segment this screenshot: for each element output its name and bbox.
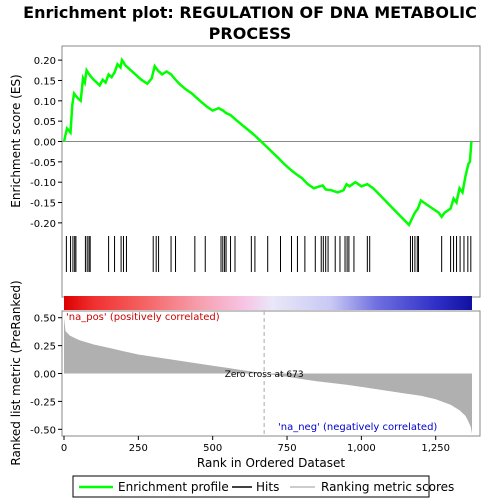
ranked-metric-panel: 0.50 0.25 0.00 -0.25 -0.50 'na_pos' (positiv… (9, 280, 481, 466)
top-y-tick-label: 0.00 (34, 138, 56, 149)
bottom-y-tick-label: -0.25 (30, 397, 56, 408)
heatbar-rect (64, 296, 472, 310)
top-y-tick-label: 0.20 (34, 56, 56, 67)
bottom-y-tick-label: 0.50 (34, 314, 56, 325)
legend-label-hits: Hits (256, 480, 279, 494)
bottom-y-axis: 0.50 0.25 0.00 -0.25 -0.50 (30, 314, 62, 436)
x-tick-label: 250 (129, 443, 148, 454)
top-y-axis: 0.20 0.15 0.10 0.05 0.00 -0.05 -0.10 -0.15 -0.20 (30, 56, 62, 230)
top-y-tick-label: 0.10 (34, 97, 56, 108)
zero-cross-label: Zero cross at 673 (225, 370, 304, 380)
legend-label-enrichment: Enrichment profile (118, 480, 229, 494)
bottom-y-axis-label: Ranked list metric (PreRanked) (9, 280, 23, 465)
na-pos-label: 'na_pos' (positively correlated) (66, 312, 220, 323)
hit-marks (65, 236, 472, 272)
x-tick-label: 0 (61, 443, 67, 454)
x-axis: 0 250 500 750 1,000 1,250 (61, 436, 450, 454)
legend: Enrichment profile Hits Ranking metric s… (72, 475, 454, 498)
top-y-tick-label: -0.05 (30, 158, 56, 169)
top-y-tick-label: -0.10 (30, 178, 56, 189)
bottom-y-tick-label: 0.25 (34, 342, 56, 353)
enrichment-profile-line (62, 57, 473, 228)
top-y-tick-label: 0.05 (34, 117, 56, 128)
x-tick-label: 500 (203, 443, 222, 454)
na-neg-label: 'na_neg' (negatively correlated) (278, 422, 437, 433)
legend-label-ranking: Ranking metric scores (321, 480, 454, 494)
top-y-axis-label: Enrichment score (ES) (9, 74, 23, 207)
rank-color-bar (64, 296, 472, 310)
top-y-tick-label: -0.20 (30, 219, 56, 230)
bottom-y-tick-label: -0.50 (30, 425, 56, 436)
enrichment-panel: 0.20 0.15 0.10 0.05 0.00 -0.05 -0.10 -0.15 -0.20… (9, 45, 481, 310)
top-y-tick-label: 0.15 (34, 76, 56, 87)
chart-title-line1: Enrichment plot: REGULATION OF DNA METAB… (23, 3, 477, 22)
x-tick-label: 1,000 (347, 443, 376, 454)
bottom-y-tick-label: 0.00 (34, 370, 56, 381)
x-axis-label: Rank in Ordered Dataset (197, 456, 345, 470)
ranking-metric-area (64, 317, 472, 434)
x-tick-label: 750 (277, 443, 296, 454)
top-y-tick-label: -0.15 (30, 199, 56, 210)
x-tick-label: 1,250 (421, 443, 450, 454)
chart-title-line2: PROCESS (209, 24, 292, 43)
